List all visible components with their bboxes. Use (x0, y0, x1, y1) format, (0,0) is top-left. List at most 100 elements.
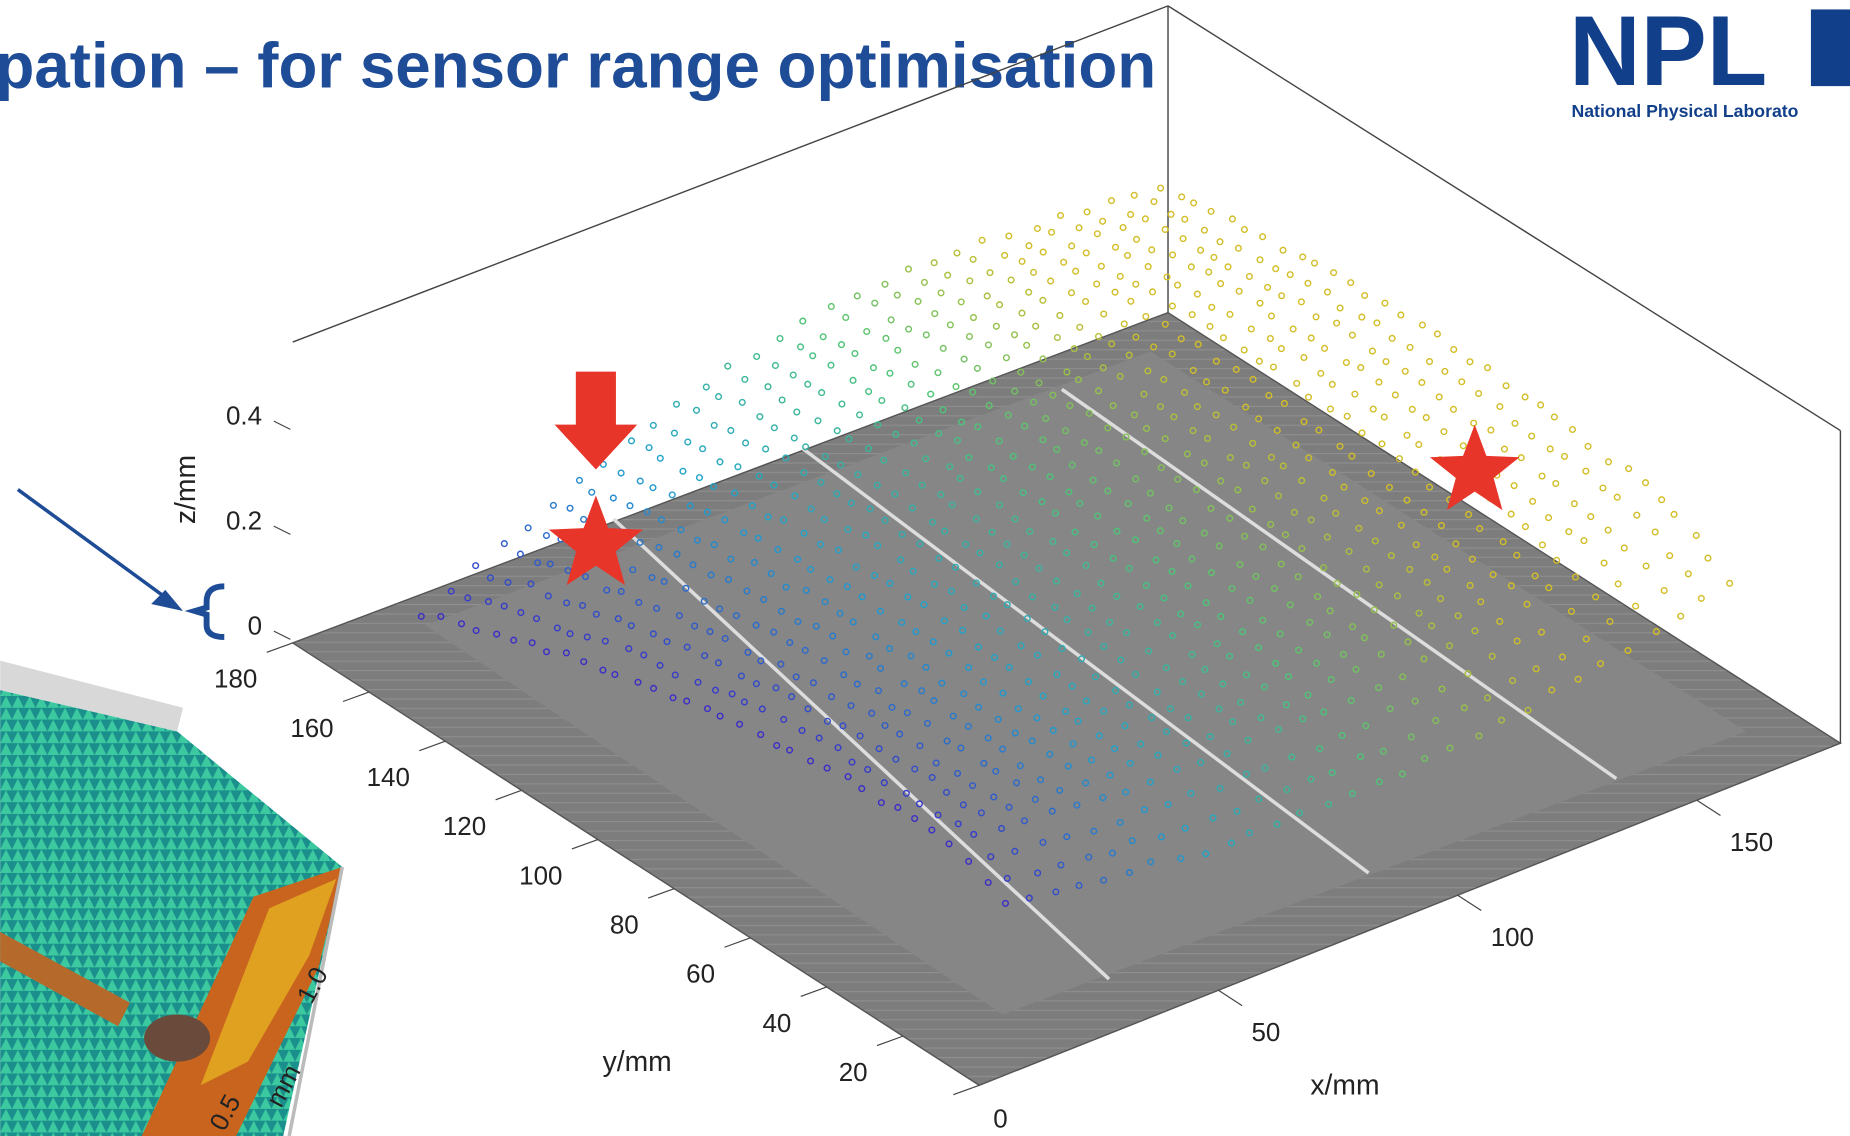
point (1626, 466, 1632, 472)
point (1125, 253, 1131, 259)
point (1585, 444, 1591, 450)
point (1705, 555, 1711, 561)
point (765, 384, 771, 390)
point (953, 384, 959, 390)
point (810, 353, 816, 359)
point (1133, 281, 1139, 287)
point (717, 459, 723, 465)
point (1352, 391, 1358, 397)
y-tick (801, 987, 827, 996)
point (1260, 234, 1266, 240)
point (763, 446, 769, 452)
page: {"header":{"title":"pation – for sensor … (0, 0, 1850, 1136)
point (1198, 247, 1204, 253)
point (829, 304, 835, 310)
point (1008, 277, 1014, 283)
point (1661, 588, 1667, 594)
point (1257, 358, 1263, 364)
point (1019, 259, 1025, 265)
z-tick-label: 0 (248, 613, 262, 641)
point (935, 370, 941, 376)
point (1643, 563, 1649, 569)
point (544, 533, 550, 539)
z-tick (274, 631, 291, 639)
point (1530, 499, 1536, 505)
point (791, 435, 797, 441)
point (1633, 603, 1639, 609)
point (805, 381, 811, 387)
y-tick-label: 0 (993, 1106, 1007, 1134)
z-tick-label: 0.2 (226, 508, 262, 536)
point (1057, 313, 1063, 319)
point (1497, 404, 1503, 410)
point (1117, 274, 1123, 280)
point (1236, 288, 1242, 294)
point (932, 311, 938, 317)
point (879, 398, 885, 404)
point (864, 329, 870, 335)
point (1128, 298, 1134, 304)
point (1211, 255, 1217, 261)
x-tick (1218, 990, 1242, 1005)
point (928, 391, 934, 397)
point (888, 317, 894, 323)
point (1392, 392, 1398, 398)
point (1328, 406, 1334, 412)
point (1279, 346, 1285, 352)
point (984, 293, 990, 299)
point (1049, 229, 1055, 235)
point (567, 505, 573, 511)
point (1182, 216, 1188, 222)
point (1359, 314, 1365, 320)
point (1112, 289, 1118, 295)
point (735, 464, 741, 470)
point (1035, 226, 1041, 232)
bracket (195, 586, 224, 637)
point (1099, 263, 1105, 269)
point (1271, 364, 1277, 370)
point (1305, 280, 1311, 286)
point (1581, 538, 1587, 544)
point (1094, 281, 1100, 287)
point (843, 315, 849, 321)
point (1175, 282, 1181, 288)
point (1268, 336, 1274, 342)
point (1101, 311, 1107, 317)
point (922, 280, 928, 286)
point (1511, 483, 1517, 489)
point (728, 428, 734, 434)
point (1287, 272, 1293, 278)
point (1031, 270, 1037, 276)
point (1476, 391, 1482, 397)
x-tick-label: 100 (1491, 924, 1534, 952)
point (754, 354, 760, 360)
point (1451, 407, 1457, 413)
point (1459, 379, 1465, 385)
point (1605, 527, 1611, 533)
point (1693, 533, 1699, 539)
y-tick (267, 643, 293, 652)
y-tick (648, 889, 674, 898)
point (854, 293, 860, 299)
point (1248, 326, 1254, 332)
point (1221, 335, 1227, 341)
point (975, 366, 981, 372)
point (1143, 216, 1149, 222)
point (1370, 406, 1376, 412)
point (908, 381, 914, 387)
point (1331, 270, 1337, 276)
point (777, 336, 783, 342)
point (1588, 514, 1594, 520)
point (1168, 212, 1174, 218)
point (1344, 360, 1350, 366)
point (1553, 481, 1559, 487)
point (1379, 441, 1385, 447)
point (1362, 293, 1368, 299)
point (1621, 545, 1627, 551)
point (1325, 289, 1331, 295)
point (839, 342, 845, 348)
point (1202, 227, 1208, 233)
point (1523, 524, 1529, 530)
point (1381, 414, 1387, 420)
point (1686, 571, 1692, 577)
